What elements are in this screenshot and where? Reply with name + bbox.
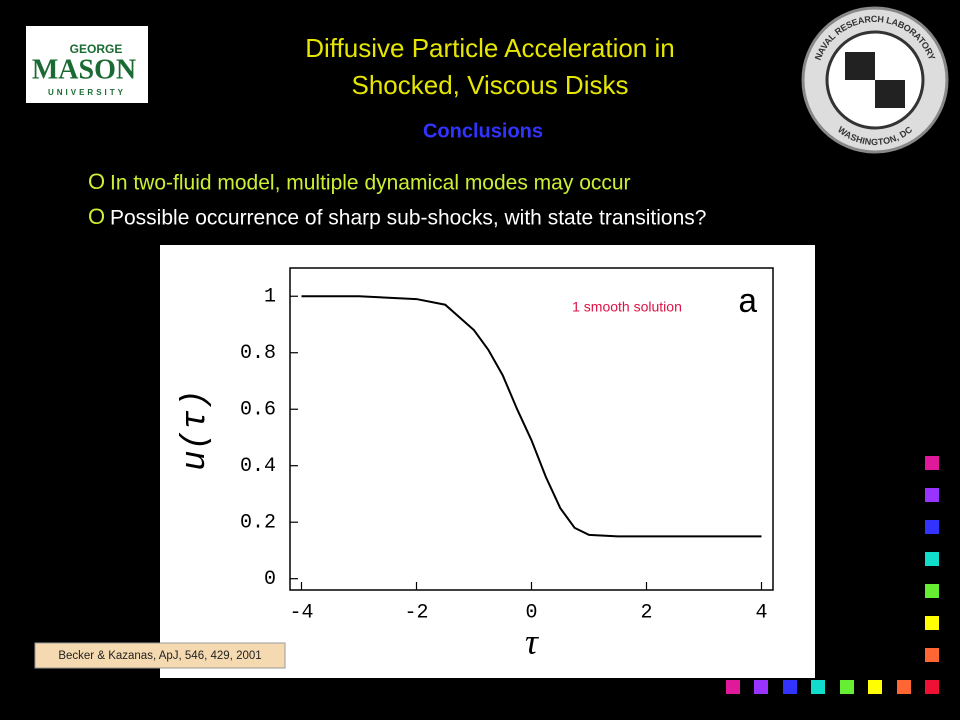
bullet: In two-fluid model, multiple dynamical m… — [110, 172, 631, 195]
square — [925, 456, 939, 470]
annotation: a — [738, 285, 758, 323]
square — [925, 488, 939, 502]
bullet-marker: O — [88, 169, 105, 194]
x-tick-label: 0 — [525, 601, 537, 624]
bullet: Possible occurrence of sharp sub-shocks,… — [110, 207, 706, 230]
square — [925, 648, 939, 662]
annotation: 1 smooth solution — [572, 299, 682, 315]
logo-text: MASON — [32, 54, 136, 85]
y-tick-label: 0.4 — [240, 455, 276, 478]
square — [925, 520, 939, 534]
logo-box — [26, 26, 148, 103]
line — [301, 295, 762, 538]
square — [868, 680, 882, 694]
citation: Becker & Kazanas, ApJ, 546, 429, 2001 — [58, 650, 261, 662]
logo-text: GEORGE — [70, 42, 123, 56]
title: Diffusive Particle Acceleration in — [305, 33, 674, 63]
y-tick-label: 0.6 — [240, 399, 276, 422]
title: Shocked, Viscous Disks — [352, 70, 629, 100]
citation-box — [34, 642, 286, 669]
seal-quadrant — [875, 80, 905, 108]
square — [925, 584, 939, 598]
y-tick-label: 0.8 — [240, 342, 276, 365]
square — [925, 680, 939, 694]
y-tick-label: 0 — [264, 568, 276, 591]
chart: 0 0.2 0.4 0.6 0.8 1 -4 -2 0 2 4 τ u(τ) 1 smooth solut… — [160, 245, 815, 678]
chart-background — [160, 245, 815, 678]
subtitle: Conclusions — [423, 120, 543, 142]
nrl-seal: NAVAL RESEARCH LABORATORY WASHINGTON, DC — [801, 6, 949, 154]
square — [897, 680, 911, 694]
square — [783, 680, 797, 694]
square — [840, 680, 854, 694]
x-tick-label: -4 — [289, 601, 313, 624]
bullet-marker: O — [88, 204, 105, 229]
y-tick-label: 0.2 — [240, 511, 276, 534]
square — [754, 680, 768, 694]
square — [811, 680, 825, 694]
gmu-logo: GEORGE MASON UNIVERSITY — [26, 26, 148, 103]
x-tick-label: 2 — [640, 601, 652, 624]
y-axis-label: u(τ) — [177, 389, 215, 471]
decoration — [726, 456, 939, 694]
x-tick-label: -2 — [404, 601, 428, 624]
logo-text: UNIVERSITY — [48, 88, 126, 97]
seal-quadrant — [845, 52, 875, 80]
y-tick-label: 1 — [264, 286, 276, 309]
x-tick-label: 4 — [755, 601, 767, 624]
square — [726, 680, 740, 694]
square — [925, 616, 939, 630]
x-axis-label: τ — [525, 621, 539, 661]
square — [925, 552, 939, 566]
